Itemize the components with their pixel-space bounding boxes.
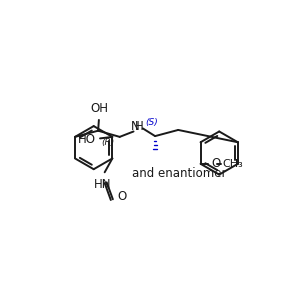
Text: (R): (R) (101, 138, 114, 147)
Text: O: O (117, 190, 126, 203)
Text: HN: HN (94, 178, 112, 191)
Text: HO: HO (77, 133, 95, 146)
Text: CH₃: CH₃ (223, 159, 244, 169)
Text: N: N (131, 120, 140, 134)
Text: OH: OH (90, 102, 108, 115)
Text: H: H (135, 120, 144, 134)
Text: (S): (S) (146, 118, 158, 127)
Text: O: O (211, 157, 220, 170)
Text: and enantiomer: and enantiomer (132, 167, 226, 180)
